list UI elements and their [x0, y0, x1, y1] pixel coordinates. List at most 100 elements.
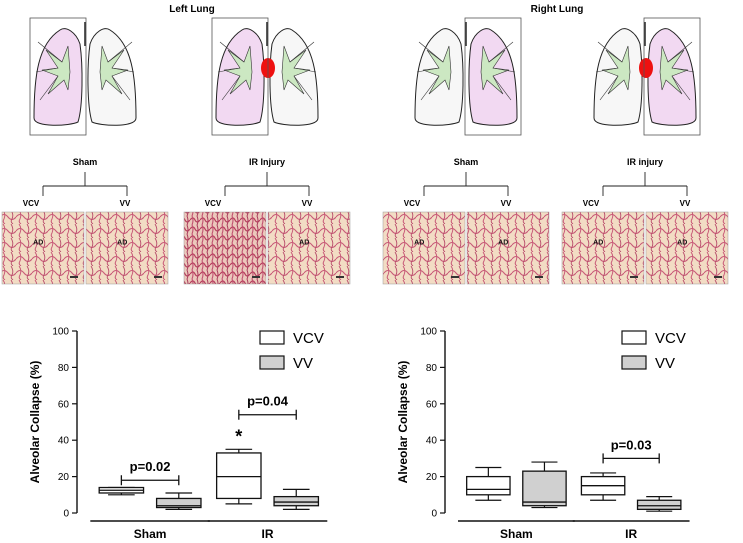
- lung-group-1: IR Injury VCV VV AD: [183, 17, 351, 285]
- box-sham-vv: [155, 492, 202, 510]
- y-tick-label: 80: [426, 363, 438, 374]
- boxplot-chart-0: 0 20 40 60 80 100 Alveolar Collapse (%) Sham IR p…: [28, 327, 328, 541]
- box-sham-vcv: [98, 486, 145, 496]
- histology-vcv: AD: [1, 211, 85, 285]
- airway-branch: [488, 41, 514, 63]
- y-tick-label: 20: [426, 472, 438, 483]
- box-iqr: [522, 470, 567, 507]
- boxplot-chart-1: 0 20 40 60 80 100 Alveolar Collapse (%) Sham IR p…: [396, 327, 690, 541]
- ad-label: AD: [117, 239, 127, 246]
- group-label: Sham: [454, 157, 479, 167]
- airway-branch: [418, 41, 444, 63]
- lung-group-1: IR injury VCV AD VV AD: [561, 17, 729, 285]
- histology-image: [183, 211, 267, 285]
- histology-vv: AD: [645, 211, 729, 285]
- histology-image: [85, 211, 169, 285]
- scale-bar: [70, 276, 78, 278]
- ad-label: AD: [593, 239, 603, 246]
- x-group-label: IR: [625, 527, 637, 541]
- airway-branch: [416, 67, 440, 73]
- histology-vv: AD: [85, 211, 169, 285]
- ad-label: AD: [414, 239, 424, 246]
- scale-bar: [154, 276, 162, 278]
- lung-panel-right: Right Lung Sham VCV AD VV AD IR injury VCV AD VV A…: [382, 4, 729, 285]
- airway-branch: [219, 41, 245, 63]
- x-group-label: Sham: [134, 527, 167, 541]
- injury-spot: [639, 58, 653, 78]
- airway-branch: [293, 67, 317, 73]
- airway-branch: [671, 67, 695, 73]
- branch-label: VCV: [583, 199, 600, 208]
- airway-branch: [492, 75, 512, 101]
- lung-group-0: Sham VCV AD VV AD: [1, 17, 169, 285]
- ad-label: AD: [33, 239, 43, 246]
- airway-branch: [293, 75, 313, 101]
- histology-image: [267, 211, 351, 285]
- x-group-label: Sham: [500, 527, 533, 541]
- lung-selection-box: [211, 17, 269, 136]
- panel-title: Left Lung: [169, 4, 215, 15]
- box-sham-vv: [522, 461, 567, 509]
- y-tick-label: 60: [58, 399, 70, 410]
- legend-swatch-vcv: [621, 330, 647, 345]
- scale-bar: [252, 276, 260, 278]
- histology-image: [1, 211, 85, 285]
- y-axis-label: Alveolar Collapse (%): [28, 361, 42, 484]
- airway-branch: [39, 75, 59, 101]
- ad-label: AD: [498, 239, 508, 246]
- panel-title: Right Lung: [531, 4, 584, 15]
- y-tick-label: 40: [58, 436, 70, 447]
- p-value-label: p=0.02: [130, 459, 171, 474]
- box-iqr: [155, 497, 202, 509]
- y-axis-label: Alveolar Collapse (%): [396, 361, 410, 484]
- lung-panel-left: Left Lung Sham VCV AD VV AD IR Injury VCV VV AD: [1, 4, 351, 285]
- branch-label: VV: [501, 199, 512, 208]
- group-label: IR Injury: [249, 157, 285, 167]
- airway-branch: [595, 67, 619, 73]
- airway-branch: [217, 67, 241, 73]
- airway-branch: [111, 67, 135, 73]
- legend-label: VCV: [293, 330, 324, 347]
- ad-label: AD: [677, 239, 687, 246]
- scale-bar: [535, 276, 543, 278]
- y-tick-label: 100: [420, 327, 437, 338]
- histology-vcv: AD: [382, 211, 466, 285]
- y-tick-label: 20: [58, 472, 70, 483]
- lung-group-0: Sham VCV AD VV AD: [382, 17, 550, 285]
- lung-selection-box: [464, 17, 522, 136]
- y-tick-label: 60: [426, 399, 438, 410]
- y-tick-label: 0: [431, 509, 437, 520]
- airway-branch: [289, 41, 315, 63]
- scale-bar: [714, 276, 722, 278]
- airway-branch: [492, 67, 516, 73]
- y-tick-label: 80: [58, 363, 70, 374]
- y-tick-label: 40: [426, 436, 438, 447]
- airway-branch: [107, 41, 133, 63]
- legend-swatch-vv: [621, 355, 647, 370]
- branch-label: VV: [680, 199, 691, 208]
- group-label: IR injury: [627, 157, 663, 167]
- legend-label: VCV: [655, 330, 686, 347]
- airway-branch: [37, 41, 63, 63]
- legend-swatch-vcv: [259, 330, 285, 345]
- branch-label: VCV: [23, 199, 40, 208]
- box-iqr: [273, 495, 320, 507]
- histology-image: [466, 211, 550, 285]
- lung-selection-box: [29, 17, 87, 136]
- box-ir-vv: [273, 488, 320, 510]
- legend-label: VV: [293, 355, 313, 372]
- airway-branch: [671, 75, 691, 101]
- airway-branch: [597, 41, 623, 63]
- box-iqr: [215, 452, 262, 500]
- lung-selection-box: [643, 17, 701, 136]
- airway-branch: [667, 41, 693, 63]
- box-ir-vcv: [580, 472, 626, 501]
- legend-swatch-vv: [259, 355, 285, 370]
- histology-vv: AD: [466, 211, 550, 285]
- branch-label: VCV: [205, 199, 222, 208]
- scale-bar: [336, 276, 344, 278]
- histology-vcv: [183, 211, 267, 285]
- branch-label: VV: [120, 199, 131, 208]
- box-iqr: [466, 475, 511, 496]
- airway-branch: [221, 75, 241, 101]
